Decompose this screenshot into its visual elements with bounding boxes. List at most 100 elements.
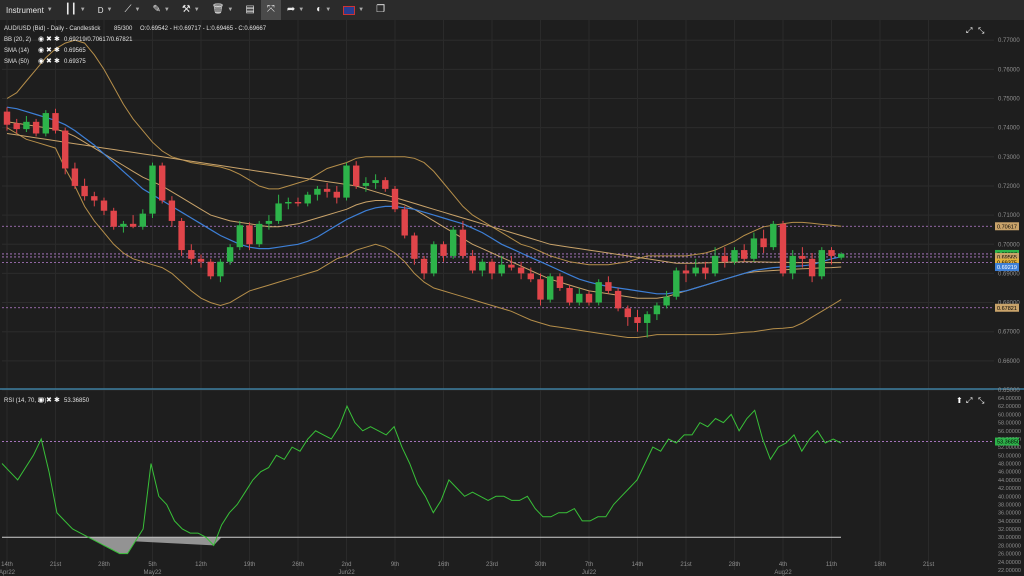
close-icon[interactable]: ✖ xyxy=(46,58,52,65)
candle-body xyxy=(556,276,564,288)
eye-icon[interactable]: ◉ xyxy=(38,36,44,43)
chart-canvas[interactable]: 0.77000 0.76000 0.75000 0.74000 0.73000 0.720… xyxy=(0,20,1024,576)
candle-body xyxy=(750,238,758,259)
rsi-tick-label: 32.00000 xyxy=(998,527,1021,533)
price-tick-label: 0.71000 xyxy=(998,213,1020,219)
gear-icon[interactable]: ✱ xyxy=(54,35,60,43)
candle-body xyxy=(178,220,185,251)
candle-body xyxy=(314,188,321,195)
sma50-line xyxy=(6,133,842,264)
candle-body xyxy=(391,188,399,210)
expand-icon[interactable]: ⤢ xyxy=(965,396,972,405)
price-tick-label: 0.72000 xyxy=(998,184,1020,190)
price-tag-label-lower: 0.67821 xyxy=(997,306,1017,312)
flag-uk-icon xyxy=(343,5,356,15)
candle-body xyxy=(673,270,680,297)
expand-icon[interactable]: ⤢ xyxy=(965,26,972,35)
candle-body xyxy=(207,261,214,277)
price-tick-label: 0.65000 xyxy=(998,388,1020,394)
price-tick-label: 0.68000 xyxy=(998,301,1020,307)
maximize-icon[interactable]: ⤡ xyxy=(978,396,985,405)
chevron-down-icon: ▼ xyxy=(79,7,86,13)
rsi-oversold-fill xyxy=(88,537,222,554)
rsi-tick-label: 42.00000 xyxy=(998,486,1021,492)
candle-body xyxy=(838,253,845,258)
eye-icon[interactable]: ◉ xyxy=(38,397,44,404)
draw-line-button[interactable]: ⟋ ▼ xyxy=(118,0,146,20)
time-tick-label: 21st xyxy=(680,562,692,568)
candle-body xyxy=(644,314,651,323)
legend-bb-label: BB (20, 2) xyxy=(4,37,31,43)
pencil-button[interactable]: ✎ ▼ xyxy=(146,0,175,20)
candlestick-icon: ┃┃ xyxy=(64,4,77,15)
chevron-down-icon: ▼ xyxy=(325,7,332,13)
bb-upper-line xyxy=(6,39,842,266)
candle-body xyxy=(469,255,476,271)
close-icon[interactable]: ✖ xyxy=(46,36,52,43)
timeframe-menu[interactable]: D ▼ xyxy=(92,0,119,20)
instrument-menu[interactable]: Instrument ▼ xyxy=(0,0,59,20)
candle-body xyxy=(692,267,699,274)
draw-line-icon: ⟋ xyxy=(124,4,132,15)
eye-icon[interactable]: ◉ xyxy=(38,58,44,65)
candle-body xyxy=(741,250,748,259)
gear-icon[interactable]: ✱ xyxy=(54,46,60,54)
gear-icon[interactable]: ✱ xyxy=(54,57,60,65)
chart-type-button[interactable]: ┃┃ ▼ xyxy=(59,0,92,20)
time-tick-label: 7th xyxy=(585,562,593,568)
close-icon[interactable]: ✖ xyxy=(46,47,52,54)
time-tick-label: 23rd xyxy=(486,562,498,568)
candle-body xyxy=(818,250,825,277)
time-axis: 14th Apr22 21st 28th 5th May22 12th 19th 26th 2nd… xyxy=(0,562,935,576)
candle-body xyxy=(488,261,496,274)
rsi-tag-label: 53.36850 xyxy=(997,440,1020,446)
time-tick-label: 21st xyxy=(50,562,62,568)
popout-button[interactable]: ❐ xyxy=(370,0,391,20)
price-tags: 0.706170.696670.695650.693750.692190.678… xyxy=(995,222,1020,446)
share-button[interactable]: ➦ ▼ xyxy=(281,0,310,20)
candle-body xyxy=(779,223,787,274)
layout-button[interactable]: ▤ xyxy=(239,0,260,20)
rsi-tick-label: 34.00000 xyxy=(998,519,1021,525)
time-tick-label: 4th xyxy=(779,562,787,568)
candle-body xyxy=(411,235,418,259)
candle-body xyxy=(614,290,622,309)
chevron-down-icon: ▼ xyxy=(358,7,365,13)
maximize-icon[interactable]: ⤡ xyxy=(978,26,985,35)
fullscreen-button[interactable]: ⤧ xyxy=(260,0,281,20)
candle-body xyxy=(401,209,408,236)
delete-button[interactable]: 🗑 ▼ xyxy=(206,0,240,20)
chevron-down-icon: ▼ xyxy=(163,7,170,13)
gear-icon[interactable]: ✱ xyxy=(54,396,60,404)
candle-body xyxy=(294,201,302,204)
legend-count: 85/300 xyxy=(114,26,133,32)
price-tick-label: 0.69000 xyxy=(998,271,1020,277)
language-button[interactable]: ▼ xyxy=(337,0,370,20)
time-tick-label: 14th xyxy=(1,562,13,568)
share-icon: ➦ xyxy=(286,4,296,15)
candle-body xyxy=(450,229,457,256)
candle-body xyxy=(828,250,835,256)
move-up-icon[interactable]: ⬆ xyxy=(956,396,963,405)
tools-button[interactable]: ⚒ ▼ xyxy=(176,0,206,20)
close-icon[interactable]: ✖ xyxy=(46,397,52,404)
chevron-down-icon: ▼ xyxy=(134,7,141,13)
theme-button[interactable]: ◐ ▼ xyxy=(310,0,337,20)
candle-body xyxy=(23,121,30,130)
time-tick-label: 28th xyxy=(98,562,110,568)
candle-body xyxy=(498,264,505,274)
time-tick-label: 19th xyxy=(244,562,256,568)
candle-body xyxy=(527,273,534,280)
candle-body xyxy=(731,250,738,262)
candle-body xyxy=(236,225,243,248)
time-tick-sublabel: Jul22 xyxy=(582,570,597,576)
candle-body xyxy=(343,165,350,198)
price-tag-label-sma14: 0.69565 xyxy=(997,255,1017,261)
legend-icons[interactable]: ◉ ✖ ✱ ◉ ✖ ✱ ◉ ✖ ✱ ◉ ✖ ✱ ⤢ ⤡ ⬆ ⤢ ⤡ xyxy=(38,26,985,405)
price-tick-label: 0.67000 xyxy=(998,330,1020,336)
rsi-tick-label: 46.00000 xyxy=(998,470,1021,476)
candle-body xyxy=(595,282,602,303)
time-tick-label: 28th xyxy=(729,562,741,568)
candle-body xyxy=(188,250,195,259)
eye-icon[interactable]: ◉ xyxy=(38,47,44,54)
